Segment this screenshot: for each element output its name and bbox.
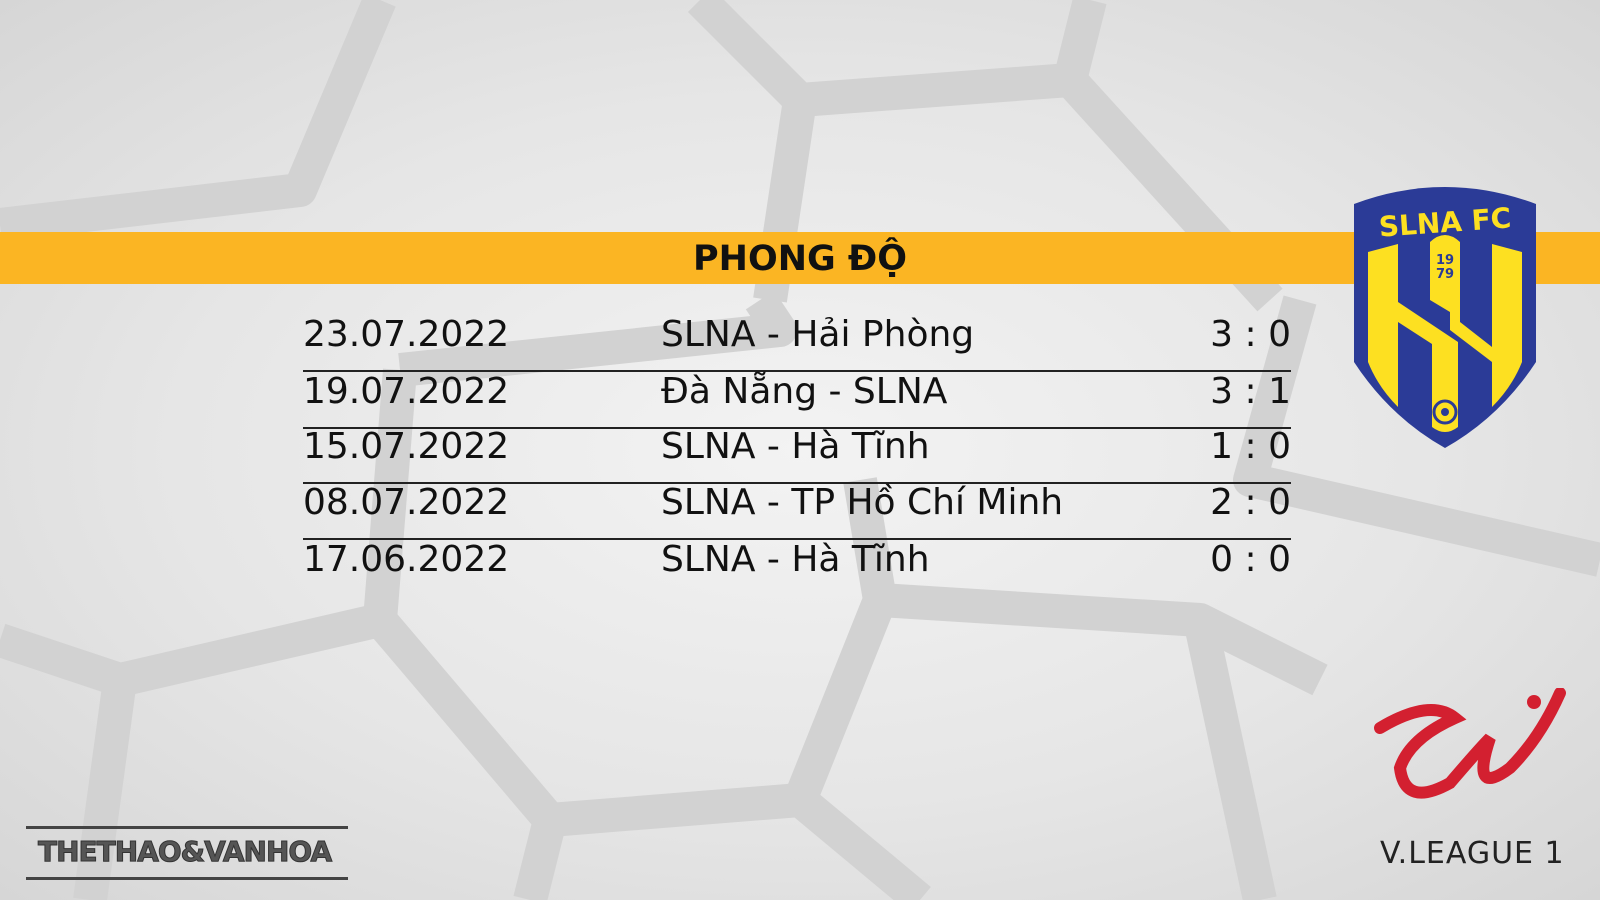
match-date: 08.07.2022 [303, 482, 510, 523]
match-date: 23.07.2022 [303, 314, 510, 355]
svg-text:79: 79 [1436, 267, 1454, 282]
match-row: 17.06.2022 SLNA - Hà Tĩnh 0 : 0 [303, 539, 1291, 595]
match-row: 19.07.2022 Đà Nẵng - SLNA 3 : 1 [303, 371, 1291, 429]
match-date: 15.07.2022 [303, 426, 510, 467]
match-row: 15.07.2022 SLNA - Hà Tĩnh 1 : 0 [303, 426, 1291, 484]
match-teams: Đà Nẵng - SLNA [661, 371, 948, 412]
match-date: 17.06.2022 [303, 539, 510, 580]
match-row: 23.07.2022 SLNA - Hải Phòng 3 : 0 [303, 314, 1291, 372]
title-band [0, 232, 1600, 284]
thethao-vanhoa-logo: THETHAO&VANHOA [26, 826, 348, 880]
match-teams: SLNA - Hải Phòng [661, 314, 975, 355]
match-teams: SLNA - TP Hồ Chí Minh [661, 482, 1064, 523]
match-score: 2 : 0 [1210, 482, 1291, 523]
svg-text:19: 19 [1436, 253, 1454, 268]
match-score: 3 : 0 [1210, 314, 1291, 355]
vleague-wordmark: V.LEAGUE 1 [1380, 836, 1565, 871]
match-score: 1 : 0 [1210, 426, 1291, 467]
match-date: 19.07.2022 [303, 371, 510, 412]
publisher-wordmark: THETHAO&VANHOA [37, 835, 332, 869]
match-teams: SLNA - Hà Tĩnh [661, 426, 930, 467]
match-teams: SLNA - Hà Tĩnh [661, 539, 930, 580]
match-row: 08.07.2022 SLNA - TP Hồ Chí Minh 2 : 0 [303, 482, 1291, 540]
match-score: 0 : 0 [1210, 539, 1291, 580]
match-score: 3 : 1 [1210, 371, 1291, 412]
slna-fc-logo: SLNA FC 19 79 [1354, 187, 1536, 448]
vleague-logo [1374, 688, 1566, 799]
page-title: PHONG ĐỘ [693, 239, 907, 279]
